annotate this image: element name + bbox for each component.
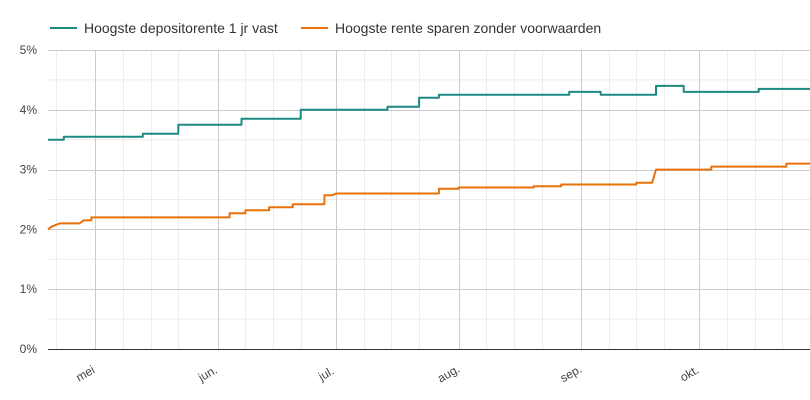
y-tick-label: 4% <box>20 103 38 117</box>
y-tick-label: 0% <box>20 342 38 356</box>
series-line-1 <box>48 84 810 141</box>
legend-label-1: Hoogste depositorente 1 jr vast <box>84 20 278 36</box>
y-tick-label: 5% <box>20 43 38 57</box>
y-tick-label: 1% <box>20 282 38 296</box>
y-axis-labels: 0% 1% 2% 3% 4% 5% <box>20 43 38 356</box>
x-tick-label: mei <box>74 363 98 385</box>
minor-grid <box>48 50 810 349</box>
y-tick-label: 3% <box>20 163 38 177</box>
major-grid <box>48 50 810 350</box>
series-line-2 <box>47 162 810 231</box>
x-tick-label: jul. <box>315 364 336 384</box>
x-tick-label: okt. <box>678 363 702 385</box>
x-tick-label: jun. <box>195 363 220 385</box>
legend-label-2: Hoogste rente sparen zonder voorwaarden <box>335 20 601 36</box>
y-tick-label: 2% <box>20 222 38 236</box>
legend: Hoogste depositorente 1 jr vast Hoogste r… <box>50 20 601 36</box>
x-tick-label: sep. <box>558 362 585 385</box>
x-tick-label: aug. <box>435 362 462 386</box>
x-axis-labels: mei jun. jul. aug. sep. okt. <box>74 362 702 386</box>
series-lines <box>47 84 810 231</box>
